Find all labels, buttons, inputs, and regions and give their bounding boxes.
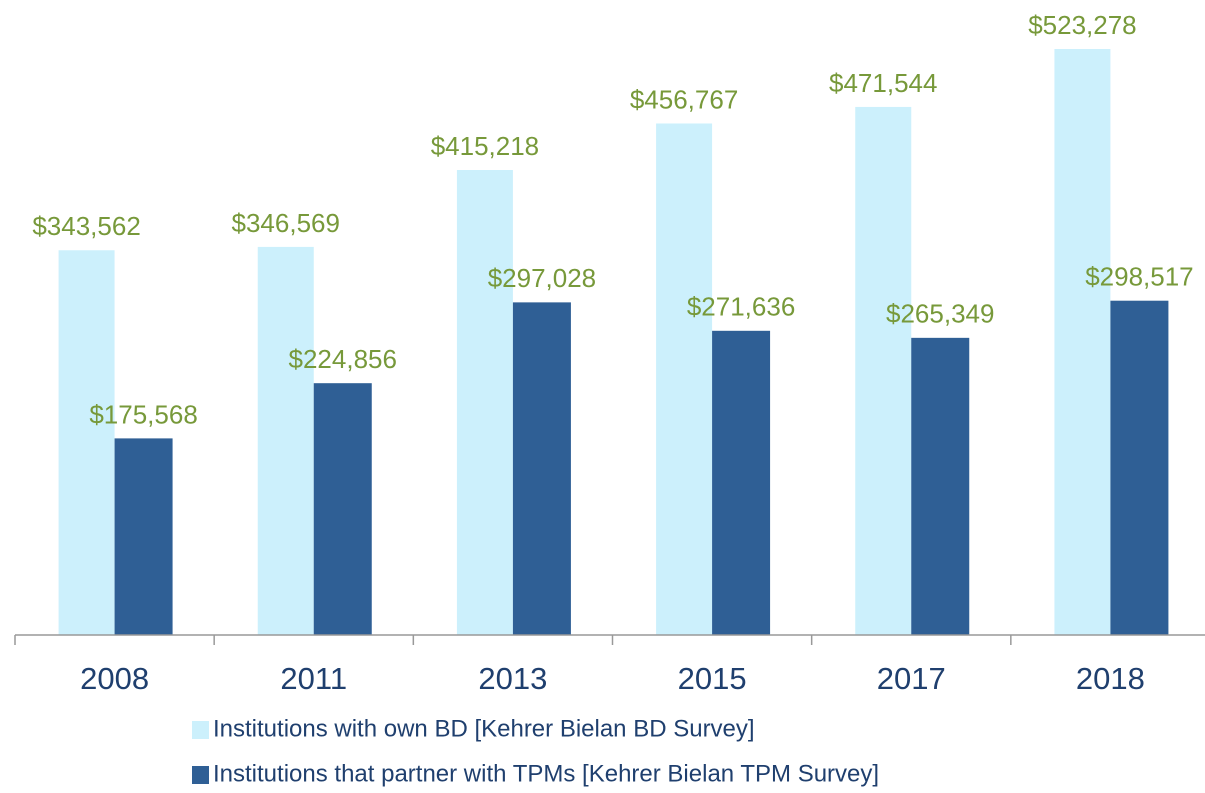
data-label: $523,278	[1028, 10, 1136, 40]
bar	[58, 250, 115, 635]
data-label: $175,568	[89, 399, 197, 429]
data-label: $298,517	[1085, 262, 1193, 292]
legend-label: Institutions with own BD [Kehrer Bielan …	[213, 715, 755, 742]
bar	[656, 123, 713, 636]
bar	[456, 170, 513, 636]
bar	[257, 246, 314, 635]
bar	[911, 337, 970, 635]
data-label: $297,028	[488, 263, 596, 293]
x-tick-label: 2008	[80, 661, 149, 696]
x-tick-label: 2011	[280, 661, 347, 696]
data-label: $456,767	[630, 84, 738, 114]
bar	[712, 330, 771, 635]
bar	[512, 302, 571, 635]
legend-label: Institutions that partner with TPMs [Keh…	[213, 760, 879, 787]
data-label: $224,856	[289, 344, 397, 374]
bar	[1054, 49, 1111, 635]
x-tick-label: 2018	[1076, 661, 1145, 696]
data-label: $343,562	[32, 211, 140, 241]
legend-swatch	[192, 721, 209, 739]
x-tick-label: 2017	[877, 661, 946, 696]
bar	[313, 383, 372, 635]
x-tick-label: 2013	[478, 661, 547, 696]
legend-swatch	[192, 766, 209, 784]
data-label: $415,218	[431, 131, 539, 161]
data-label: $271,636	[687, 292, 795, 322]
data-label: $471,544	[829, 68, 937, 98]
bar	[114, 438, 173, 635]
bar	[1110, 300, 1169, 635]
data-label: $265,349	[886, 299, 994, 329]
x-tick-label: 2015	[678, 661, 747, 696]
data-label: $346,569	[232, 208, 340, 238]
bar	[855, 106, 912, 635]
